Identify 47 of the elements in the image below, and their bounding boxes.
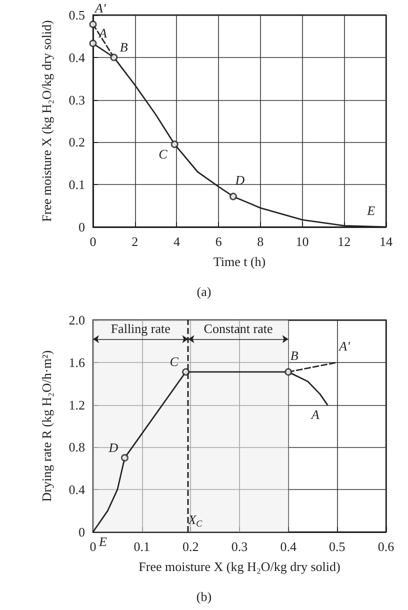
annotation: D [234, 172, 246, 188]
y-tick-label: 0 [78, 524, 85, 540]
x-tick-label: 14 [380, 234, 393, 249]
annotation: D [108, 440, 119, 455]
x-tick-label: 12 [338, 234, 351, 249]
y-tick-label: 0.3 [68, 92, 85, 108]
y-tick-label: 0.4 [68, 482, 86, 498]
annotation: B [120, 39, 128, 54]
x-tick-label: 0.1 [134, 539, 150, 554]
band-label: Constant rate [204, 321, 273, 336]
y-tick-label: 0.8 [68, 440, 85, 455]
annotation: A' [94, 0, 106, 16]
y-axis-title: Drying rate R (kg H₂O/h·m²) [39, 350, 54, 502]
x-tick-label: 2 [132, 234, 138, 249]
y-tick-label: 2.0 [68, 312, 85, 328]
annotation: E [98, 534, 107, 549]
x-tick-label: 0.2 [182, 539, 199, 554]
band-label: Falling rate [110, 321, 171, 336]
y-tick-label: 0.1 [68, 177, 85, 192]
text: (b) [196, 589, 212, 604]
y-tick-label: 1.2 [68, 397, 85, 412]
y-tick-label: 0 [78, 220, 85, 234]
y-tick-label: 1.6 [68, 354, 86, 370]
annotation: B [290, 348, 298, 363]
text: (a) [196, 284, 212, 299]
x-axis-title: Free moisture X (kg H₂O/kg dry solid) [138, 559, 340, 574]
x-tick-label: 0 [90, 539, 96, 554]
x-tick-label: 10 [296, 234, 309, 249]
x-axis-title: Time t (h) [213, 254, 266, 269]
annotation: C [170, 354, 179, 369]
annotation: A [98, 25, 107, 40]
y-tick-label: 0.5 [68, 8, 85, 22]
x-tick-label: 0 [90, 234, 96, 249]
x-tick-label: 6 [215, 234, 222, 249]
x-tick-label: 0.5 [329, 539, 346, 554]
y-tick-label: 0.2 [68, 134, 85, 150]
x-tick-label: 0.3 [231, 539, 248, 554]
x-tick-label: 0.6 [378, 539, 395, 554]
annotation: E [366, 203, 376, 218]
x-tick-label: 4 [173, 234, 180, 249]
y-axis-title: Free moisture X (kg H₂O/kg dry solid) [39, 20, 54, 222]
annotation: A' [338, 338, 350, 354]
annotation: A [310, 406, 320, 422]
annotation: C [158, 146, 168, 162]
x-tick-label: 8 [257, 234, 264, 249]
x-tick-label: 0.4 [280, 539, 297, 554]
y-tick-label: 0.4 [68, 50, 86, 65]
